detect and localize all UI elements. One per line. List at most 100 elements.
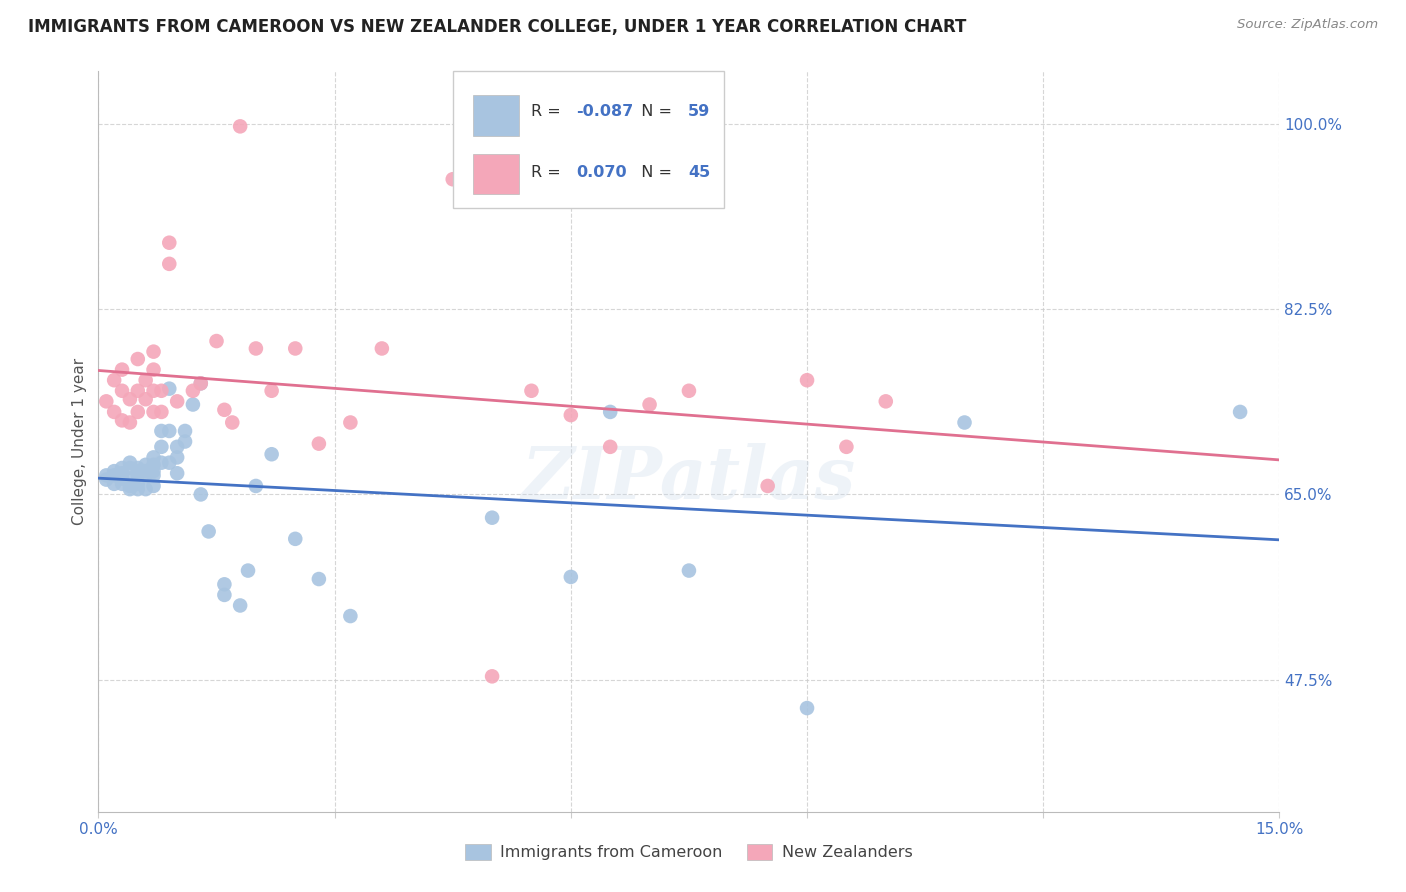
Point [260, 384, 283, 398]
Point [127, 384, 149, 398]
Point [678, 564, 700, 578]
Point [214, 402, 236, 417]
Point [142, 464, 165, 478]
Point [796, 373, 818, 387]
Point [520, 384, 543, 398]
Point [339, 416, 361, 430]
Text: 0.070: 0.070 [576, 165, 627, 179]
Point [127, 464, 149, 478]
Point [127, 468, 149, 483]
Point [127, 476, 149, 491]
Point [599, 440, 621, 454]
Text: N =: N = [631, 103, 678, 119]
Point [142, 405, 165, 419]
Point [111, 384, 134, 398]
Point [96, 468, 118, 483]
Text: N =: N = [631, 165, 678, 179]
Point [638, 398, 661, 412]
Point [174, 424, 197, 438]
Point [135, 468, 157, 483]
Point [166, 450, 188, 465]
Point [166, 440, 188, 454]
Point [150, 440, 173, 454]
Point [103, 476, 125, 491]
Point [190, 376, 212, 391]
Text: R =: R = [531, 103, 565, 119]
Point [166, 394, 188, 409]
Point [245, 342, 267, 356]
Point [308, 572, 330, 586]
Text: 45: 45 [688, 165, 710, 179]
Point [111, 362, 134, 376]
Point [481, 669, 503, 683]
Point [150, 384, 173, 398]
Point [835, 440, 858, 454]
Point [135, 482, 157, 496]
Point [1229, 405, 1251, 419]
Point [796, 701, 818, 715]
Point [205, 334, 228, 348]
FancyBboxPatch shape [472, 95, 519, 136]
Text: IMMIGRANTS FROM CAMEROON VS NEW ZEALANDER COLLEGE, UNDER 1 YEAR CORRELATION CHAR: IMMIGRANTS FROM CAMEROON VS NEW ZEALANDE… [28, 18, 966, 36]
Point [111, 471, 134, 485]
Point [174, 434, 197, 449]
Point [678, 384, 700, 398]
Point [142, 362, 165, 376]
Text: 59: 59 [688, 103, 710, 119]
Point [229, 120, 252, 134]
Point [135, 458, 157, 472]
Point [150, 424, 173, 438]
Point [190, 376, 212, 391]
Point [118, 392, 141, 407]
Point [127, 352, 149, 367]
Point [103, 373, 125, 387]
Point [284, 532, 307, 546]
Point [142, 468, 165, 483]
Point [166, 467, 188, 481]
Point [308, 436, 330, 450]
Point [127, 405, 149, 419]
Point [260, 447, 283, 461]
Text: R =: R = [531, 165, 571, 179]
Point [481, 510, 503, 524]
Point [181, 384, 204, 398]
Point [756, 479, 779, 493]
Point [875, 394, 897, 409]
Point [221, 416, 243, 430]
Point [157, 382, 180, 396]
Point [284, 342, 307, 356]
Point [118, 461, 141, 475]
Point [111, 413, 134, 427]
FancyBboxPatch shape [453, 71, 724, 209]
Point [150, 456, 173, 470]
Point [103, 468, 125, 483]
Point [560, 570, 582, 584]
Point [111, 476, 134, 491]
Point [118, 456, 141, 470]
Point [441, 172, 464, 186]
Point [339, 609, 361, 624]
Text: -0.087: -0.087 [576, 103, 633, 119]
Point [118, 482, 141, 496]
Point [142, 384, 165, 398]
Point [142, 458, 165, 472]
Point [103, 464, 125, 478]
Point [181, 398, 204, 412]
Point [214, 577, 236, 591]
Point [111, 467, 134, 481]
Point [142, 479, 165, 493]
Legend: Immigrants from Cameroon, New Zealanders: Immigrants from Cameroon, New Zealanders [458, 838, 920, 867]
Point [150, 405, 173, 419]
Point [96, 394, 118, 409]
Point [127, 482, 149, 496]
Point [214, 588, 236, 602]
Point [142, 344, 165, 359]
Point [142, 450, 165, 465]
Point [96, 473, 118, 487]
Text: ZIPatlas: ZIPatlas [522, 443, 856, 514]
Point [560, 408, 582, 422]
Point [229, 599, 252, 613]
Point [197, 524, 219, 539]
Point [135, 392, 157, 407]
Point [157, 235, 180, 250]
